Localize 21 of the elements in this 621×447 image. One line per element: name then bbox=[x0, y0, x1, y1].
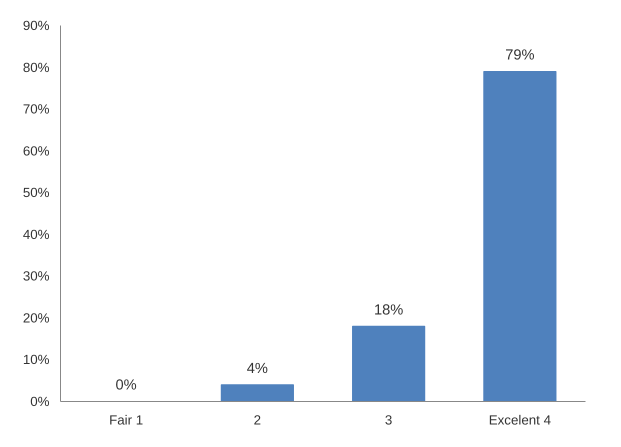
y-tick-label: 80% bbox=[22, 60, 50, 75]
bar bbox=[483, 70, 556, 402]
bar bbox=[352, 326, 426, 402]
y-tick-label: 20% bbox=[22, 310, 50, 326]
data-label: 0% bbox=[116, 378, 137, 394]
y-tick-label: 30% bbox=[22, 268, 50, 284]
y-tick-label: 0% bbox=[30, 394, 50, 409]
y-tick-label: 50% bbox=[22, 185, 50, 200]
x-tick-label: 3 bbox=[384, 412, 392, 428]
data-label: 4% bbox=[246, 360, 268, 377]
data-label: 18% bbox=[374, 302, 404, 318]
y-tick-label: 40% bbox=[22, 226, 50, 242]
x-tick-label: Excelent 4 bbox=[488, 412, 552, 428]
data-label: 79% bbox=[505, 47, 535, 64]
x-tick-label: 2 bbox=[254, 412, 262, 428]
x-tick-label: Fair 1 bbox=[109, 412, 144, 428]
bar bbox=[220, 384, 294, 402]
y-tick-label: 60% bbox=[22, 143, 50, 158]
y-tick-label: 10% bbox=[22, 352, 50, 368]
y-tick-label: 70% bbox=[22, 102, 50, 117]
y-tick-label: 90% bbox=[22, 18, 50, 33]
